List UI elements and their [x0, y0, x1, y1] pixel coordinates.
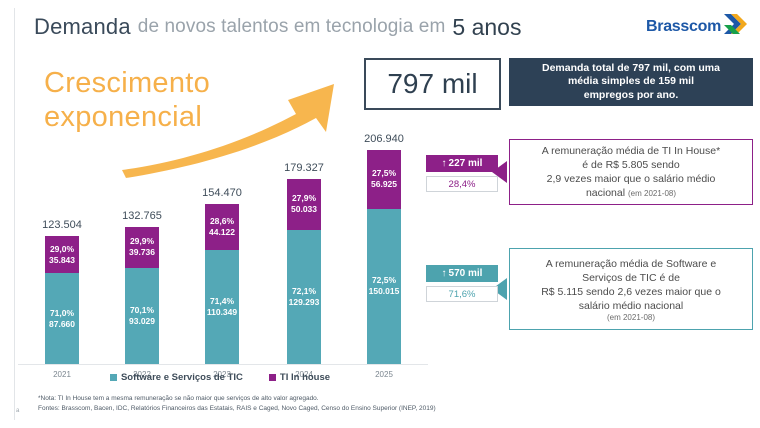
segment-percent: 72,1% — [291, 286, 317, 297]
page-mark: a — [16, 408, 20, 414]
title-bold: Demanda — [34, 14, 131, 39]
up-arrow-icon: ↑ — [441, 158, 447, 169]
bar-segment-ti-inhouse-2025: 27,5% 56.925 — [367, 150, 401, 209]
total-demand-value: 797 mil — [387, 68, 478, 99]
purple-note: (em 2021-08) — [628, 188, 677, 198]
segment-percent: 27,5% — [371, 168, 397, 179]
bar-2023: 28,6% 44.122 71,4% 110.349 — [205, 204, 239, 364]
bar-segment-software-2022: 70,1% 93.029 — [125, 267, 159, 364]
chart-legend: Software e Serviços de TIC TI In house — [0, 372, 440, 383]
teal-line-2: Serviços de TIC é de — [582, 271, 680, 284]
footnote-sources: Fontes: Brasscom, Bacen, IDC, Relatórios… — [38, 405, 436, 412]
callout-total-demand: Demanda total de 797 mil, com uma média … — [509, 58, 753, 106]
bar-segment-ti-inhouse-2022: 29,9% 39.736 — [125, 226, 159, 268]
purple-line-2: é de R$ 5.805 sendo — [582, 158, 680, 171]
segment-percent: 71,4% — [209, 295, 235, 306]
badge-purple-label: 227 mil — [448, 158, 483, 169]
segment-percent: 29,9% — [129, 236, 155, 247]
bar-segment-ti-inhouse-2021: 29,0% 35.843 — [45, 236, 79, 274]
footnotes: *Nota: TI In House tem a mesma remuneraç… — [38, 394, 558, 414]
segment-percent: 71,0% — [49, 307, 75, 318]
left-rule-divider — [14, 8, 15, 420]
page-title: Demanda de novos talentos em tecnologia … — [34, 10, 674, 44]
purple-line-3: 2,9 vezes maior que o salário médio — [546, 172, 716, 185]
bar-2022: 29,9% 39.736 70,1% 93.029 — [125, 226, 159, 364]
callout-software-salary: A remuneração média de Software e Serviç… — [509, 248, 753, 330]
teal-line-4: salário médio nacional — [578, 299, 684, 312]
legend-swatch-icon — [268, 374, 276, 381]
bar-total-2023: 154.470 — [202, 187, 242, 200]
brasscom-logo: Brasscom — [646, 12, 748, 41]
bar-total-2021: 123.504 — [42, 219, 82, 232]
badge-teal-percent: 71,6% — [426, 286, 498, 302]
segment-value: 110.349 — [206, 306, 238, 317]
x-axis-label-2024: 2024 — [295, 370, 313, 379]
total-demand-box: 797 mil — [364, 58, 501, 110]
badge-software-growth: ↑ 570 mil — [426, 265, 498, 282]
bar-segment-ti-inhouse-2023: 28,6% 44.122 — [205, 204, 239, 250]
navy-line-3: empregos por ano. — [583, 88, 679, 101]
badge-ti-inhouse-growth: ↑ 227 mil — [426, 155, 498, 172]
purple-line-4: nacional — [585, 186, 626, 199]
segment-percent: 27,9% — [291, 193, 317, 204]
bar-2021: 29,0% 35.843 71,0% 87.660 — [45, 236, 79, 364]
segment-value: 50.033 — [291, 204, 317, 215]
teal-line-3: R$ 5.115 sendo 2,6 vezes maior que o — [541, 285, 721, 298]
badge-purple-percent: 28,4% — [426, 176, 498, 192]
chart-baseline — [18, 364, 428, 365]
legend-swatch-icon — [109, 374, 117, 381]
segment-value: 129.293 — [288, 297, 320, 308]
bar-segment-software-2021: 71,0% 87.660 — [45, 273, 79, 364]
segment-value: 93.029 — [129, 315, 155, 326]
growth-line-2: exponencial — [44, 101, 203, 133]
segment-value: 56.925 — [371, 179, 397, 190]
growth-headline: Crescimento exponencial — [44, 66, 314, 134]
legend-item-0: Software e Serviços de TIC — [109, 372, 243, 383]
title-strong: 5 anos — [452, 13, 522, 40]
bar-segment-ti-inhouse-2024: 27,9% 50.033 — [287, 178, 321, 231]
purple-line-1: A remuneração média de TI In House* — [541, 144, 721, 157]
legend-item-1: TI In house — [268, 372, 331, 383]
x-axis-label-2022: 2022 — [133, 370, 151, 379]
bar-total-2024: 179.327 — [284, 161, 324, 174]
footnote-note: *Nota: TI In House tem a mesma remuneraç… — [38, 395, 319, 402]
bar-2025: 27,5% 56.925 72,5% 150.015 — [367, 150, 401, 364]
segment-percent: 29,0% — [49, 243, 75, 254]
bar-total-2022: 132.765 — [122, 209, 162, 222]
x-axis-label-2025: 2025 — [375, 370, 393, 379]
callout-ti-inhouse-salary: A remuneração média de TI In House* é de… — [509, 139, 753, 205]
navy-line-2: média simples de 159 mil — [567, 75, 695, 88]
segment-percent: 28,6% — [209, 216, 235, 227]
segment-value: 87.660 — [49, 318, 75, 329]
logo-wordmark: Brasscom — [646, 17, 721, 35]
stacked-bar-chart: 29,0% 35.843 71,0% 87.660 123.504 2021 29,9% 39… — [0, 120, 440, 379]
segment-value: 39.736 — [129, 247, 155, 258]
teal-note: (em 2021-08) — [606, 312, 656, 322]
segment-percent: 72,5% — [371, 275, 397, 286]
segment-value: 35.843 — [49, 254, 75, 265]
up-arrow-icon: ↑ — [441, 268, 447, 279]
chevron-right-icon — [722, 12, 748, 41]
bar-total-2025: 206.940 — [364, 133, 404, 145]
legend-label: TI In house — [279, 372, 331, 383]
navy-line-1: Demanda total de 797 mil, com uma — [542, 61, 720, 74]
segment-percent: 70,1% — [129, 304, 155, 315]
bar-segment-software-2023: 71,4% 110.349 — [205, 249, 239, 364]
segment-value: 44.122 — [209, 227, 235, 238]
x-axis-label-2021: 2021 — [53, 370, 71, 379]
bar-2024: 27,9% 50.033 72,1% 129.293 — [287, 178, 321, 364]
bar-segment-software-2025: 72,5% 150.015 — [367, 208, 401, 364]
badge-teal-label: 570 mil — [448, 268, 483, 279]
title-mid: de novos talentos em tecnologia em — [137, 16, 446, 37]
bar-segment-software-2024: 72,1% 129.293 — [287, 230, 321, 364]
x-axis-label-2023: 2023 — [213, 370, 231, 379]
growth-line-1: Crescimento — [44, 67, 211, 99]
teal-line-1: A remuneração média de Software e — [545, 257, 717, 270]
legend-label: Software e Serviços de TIC — [120, 372, 243, 383]
segment-value: 150.015 — [368, 286, 400, 297]
